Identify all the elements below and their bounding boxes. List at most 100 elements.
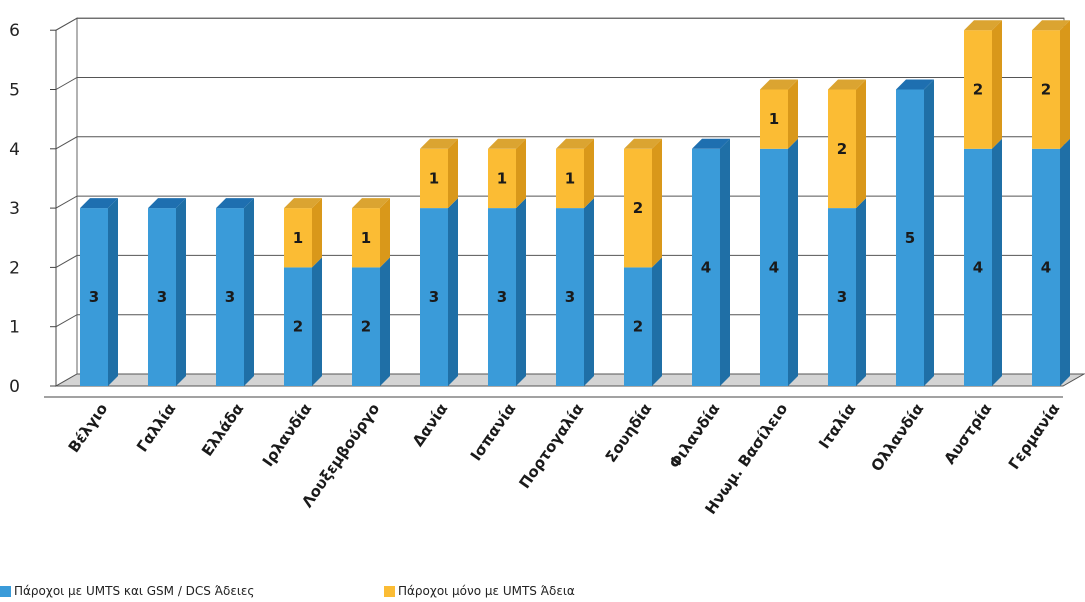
category-label: Γαλλία <box>133 400 179 455</box>
category-label: Ιρλανδία <box>259 400 315 470</box>
category-label: Σουηδία <box>602 400 656 466</box>
bar-1-14 <box>1032 148 1060 386</box>
data-label-1-11: 3 <box>837 288 847 306</box>
bar-top-7 <box>556 138 594 149</box>
bar-side-1-4 <box>380 257 390 386</box>
bar-2-5 <box>420 148 448 209</box>
y-axis: 0 1 2 3 4 5 6 <box>9 21 1063 398</box>
bar-side-2-10 <box>788 79 798 149</box>
data-label-2-3: 1 <box>293 229 303 247</box>
bar-top-11 <box>828 79 866 90</box>
data-label-2-6: 1 <box>497 169 507 187</box>
bar-top-12 <box>896 79 934 90</box>
legend-swatch-yellow <box>384 585 395 597</box>
data-label-1-3: 2 <box>293 318 303 336</box>
category-label: Ισπανία <box>467 400 519 464</box>
bar-side-1-2 <box>244 198 254 386</box>
legend-item-series-2: Πάροχοι μόνο με UMTS Άδεια <box>384 584 575 598</box>
bar-2-8 <box>624 148 652 268</box>
data-label-1-1: 3 <box>157 288 167 306</box>
data-label-1-4: 2 <box>361 318 371 336</box>
bar-1-6 <box>488 208 516 386</box>
y-tick-label: 0 <box>9 377 20 397</box>
category-label: Ελλάδα <box>198 400 247 460</box>
bar-side-1-9 <box>720 138 730 386</box>
bar-1-7 <box>556 208 584 386</box>
y-tick-label: 3 <box>9 199 20 219</box>
bar-side-1-7 <box>584 198 594 386</box>
bar-1-9 <box>692 148 720 386</box>
data-label-1-8: 2 <box>633 318 643 336</box>
category-label: Λουξεμβούργο <box>298 400 383 511</box>
gridline <box>55 314 1064 328</box>
bar-side-2-6 <box>516 138 526 209</box>
category-label: Γερμανία <box>1005 400 1064 473</box>
bar-side-1-12 <box>924 79 934 386</box>
bar-top-3 <box>284 198 322 209</box>
bar-top-6 <box>488 138 526 149</box>
data-label-2-11: 2 <box>837 140 847 158</box>
bar-side-2-14 <box>1060 20 1070 149</box>
category-label: Ιταλία <box>815 400 859 452</box>
bar-2-6 <box>488 148 516 209</box>
data-label-1-0: 3 <box>89 288 99 306</box>
category-label: Δανία <box>409 400 451 450</box>
data-label-2-10: 1 <box>769 110 779 128</box>
gridline <box>55 136 1064 150</box>
bar-2-4 <box>352 208 380 268</box>
bar-side-2-13 <box>992 20 1002 149</box>
legend-item-series-1: Πάροχοι με UMTS και GSM / DCS Άδειες <box>0 584 254 598</box>
legend-label-series-1: Πάροχοι με UMTS και GSM / DCS Άδειες <box>14 584 255 598</box>
y-tick-label: 2 <box>9 258 20 278</box>
gridline <box>55 17 1064 31</box>
bar-top-9 <box>692 138 730 149</box>
category-label: Βέλγιο <box>65 400 112 456</box>
bar-side-1-8 <box>652 257 662 386</box>
category-label: Αυστρία <box>940 400 995 468</box>
bar-top-13 <box>964 20 1002 31</box>
bar-1-8 <box>624 267 652 386</box>
data-label-2-14: 2 <box>1041 81 1051 99</box>
bar-1-1 <box>148 208 176 386</box>
data-label-1-13: 4 <box>973 258 983 276</box>
data-label-2-5: 1 <box>429 169 439 187</box>
bar-side-1-3 <box>312 257 322 386</box>
bars: 3 3 3 2 1 2 1 3 1 3 1 3 1 2 2 4 4 1 3 2 5 4 2 4 2 <box>80 20 1070 386</box>
bar-side-2-5 <box>448 138 458 209</box>
bar-1-3 <box>284 267 312 386</box>
bar-2-3 <box>284 208 312 268</box>
data-label-1-9: 4 <box>701 258 711 276</box>
bar-side-1-14 <box>1060 138 1070 386</box>
bar-top-5 <box>420 138 458 149</box>
bar-top-1 <box>148 198 186 209</box>
legend-swatch-blue <box>0 585 11 597</box>
y-tick-label: 1 <box>9 318 20 338</box>
bar-side-1-0 <box>108 198 118 386</box>
bar-side-2-8 <box>652 138 662 268</box>
y-tick-label: 4 <box>9 140 20 160</box>
bar-1-12 <box>896 89 924 386</box>
legend-label-series-2: Πάροχοι μόνο με UMTS Άδεια <box>398 584 575 598</box>
data-label-2-13: 2 <box>973 81 983 99</box>
bar-side-1-10 <box>788 138 798 386</box>
gridline <box>55 254 1064 268</box>
bar-1-13 <box>964 148 992 386</box>
y-tick-label: 6 <box>9 21 20 41</box>
category-label: Φιλανδία <box>665 400 723 472</box>
bar-side-1-5 <box>448 198 458 386</box>
bar-1-5 <box>420 208 448 386</box>
bar-top-2 <box>216 198 254 209</box>
data-label-2-7: 1 <box>565 169 575 187</box>
data-label-1-2: 3 <box>225 288 235 306</box>
bar-side-1-11 <box>856 198 866 386</box>
category-label: Πορτογαλία <box>515 400 587 492</box>
bar-side-2-3 <box>312 198 322 268</box>
data-label-1-14: 4 <box>1041 258 1051 276</box>
bar-top-0 <box>80 198 118 209</box>
bar-2-14 <box>1032 30 1060 149</box>
data-label-1-7: 3 <box>565 288 575 306</box>
bar-top-4 <box>352 198 390 209</box>
data-label-1-6: 3 <box>497 288 507 306</box>
